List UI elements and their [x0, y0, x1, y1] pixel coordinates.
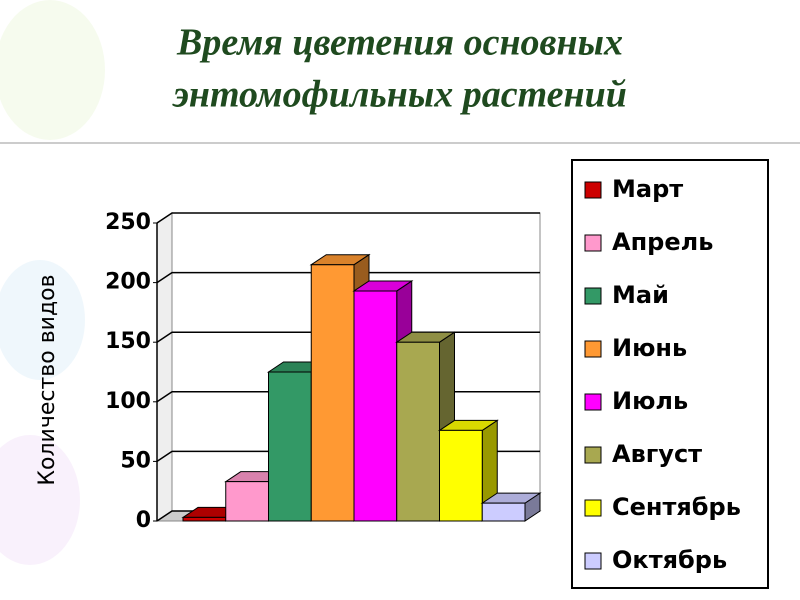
- legend-label: Сентябрь: [612, 493, 741, 521]
- bar: [268, 371, 312, 522]
- bar: [310, 264, 355, 522]
- legend-label: Апрель: [612, 228, 713, 256]
- legend-box: [571, 159, 769, 589]
- legend-swatch: [584, 446, 602, 464]
- y-tick-label: 150: [105, 329, 151, 354]
- bar-shade: [439, 420, 498, 431]
- y-tick-label: 250: [105, 210, 151, 235]
- bar-shade: [482, 493, 540, 504]
- bar: [225, 481, 269, 522]
- side-wall: [156, 212, 173, 522]
- bar-shade: [354, 280, 412, 291]
- bar-shade: [525, 493, 540, 521]
- bar: [439, 429, 483, 522]
- legend-swatch: [584, 181, 602, 199]
- y-tick-label: 0: [136, 508, 151, 533]
- background-decoration: [0, 0, 105, 565]
- legend-label: Июль: [612, 387, 688, 415]
- grid-line: [156, 271, 540, 284]
- legend-label: Май: [612, 281, 669, 309]
- bar: [353, 290, 398, 522]
- bar-shade: [311, 254, 369, 265]
- legend-swatch: [584, 393, 602, 411]
- legend-swatch: [584, 499, 602, 517]
- y-tick-label: 200: [105, 270, 151, 295]
- legend-label: Октябрь: [612, 546, 727, 574]
- legend-swatch: [584, 340, 602, 358]
- legend-label: Август: [612, 440, 702, 468]
- bar: [481, 502, 526, 522]
- bar: [396, 341, 440, 522]
- y-axis-title: Количество видов: [35, 274, 60, 485]
- title-line: энтомофильных растений: [171, 74, 627, 116]
- bar-shade: [396, 332, 455, 343]
- legend-swatch: [584, 552, 602, 570]
- legend-label: Март: [612, 175, 683, 203]
- y-tick-label: 100: [105, 389, 151, 414]
- y-tick-label: 50: [120, 448, 151, 473]
- legend-swatch: [584, 234, 602, 252]
- grid-line: [156, 212, 540, 224]
- legend-swatch: [584, 287, 602, 305]
- bar: [182, 516, 227, 522]
- legend-label: Июнь: [612, 334, 687, 362]
- title-line: Время цветения основных: [176, 22, 623, 64]
